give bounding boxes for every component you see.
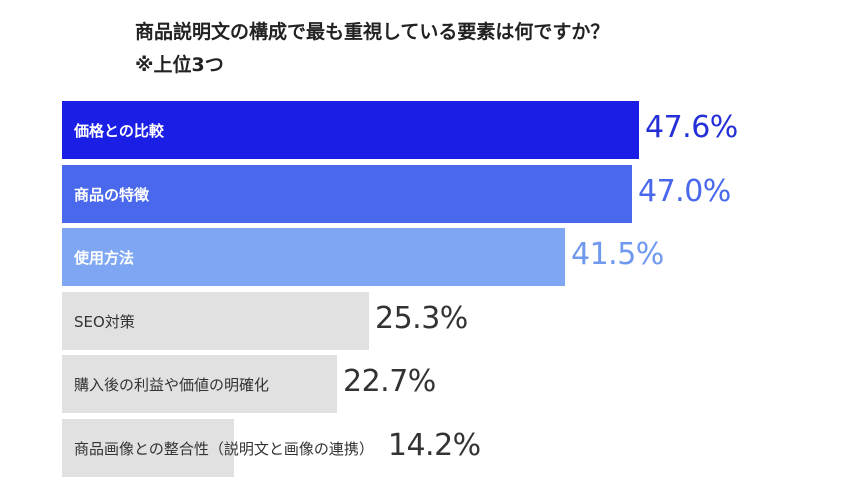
bar-label: SEO対策 <box>74 312 135 331</box>
bar-label: 使用方法 <box>74 248 135 267</box>
bar-1: 価格との比較 <box>62 101 639 159</box>
bar-2: 商品の特徴 <box>62 165 632 223</box>
bar-3: 使用方法 <box>62 228 565 286</box>
bar-4: SEO対策 <box>62 292 369 350</box>
chart-title-line2: ※上位3つ <box>135 54 224 76</box>
bar-label: 商品画像との整合性（説明文と画像の連携） <box>74 439 374 458</box>
bar-value-label: 47.0% <box>638 174 731 209</box>
bar-value-label: 25.3% <box>375 301 468 336</box>
chart-title: 商品説明文の構成で最も重視している要素は何ですか？ ※上位3つ <box>135 16 609 82</box>
bar-label: 価格との比較 <box>74 121 164 140</box>
bar-6: 商品画像との整合性（説明文と画像の連携） <box>62 419 374 477</box>
bar-5: 購入後の利益や価値の明確化 <box>62 355 337 413</box>
bar-value-label: 41.5% <box>571 237 664 272</box>
chart-title-line1: 商品説明文の構成で最も重視している要素は何ですか？ <box>135 21 610 43</box>
bar-label: 購入後の利益や価値の明確化 <box>74 375 270 394</box>
bar-label: 商品の特徴 <box>74 185 150 204</box>
bar-value-label: 22.7% <box>343 364 436 399</box>
bar-value-label: 47.6% <box>645 110 738 145</box>
bar-value-label: 14.2% <box>387 428 481 463</box>
